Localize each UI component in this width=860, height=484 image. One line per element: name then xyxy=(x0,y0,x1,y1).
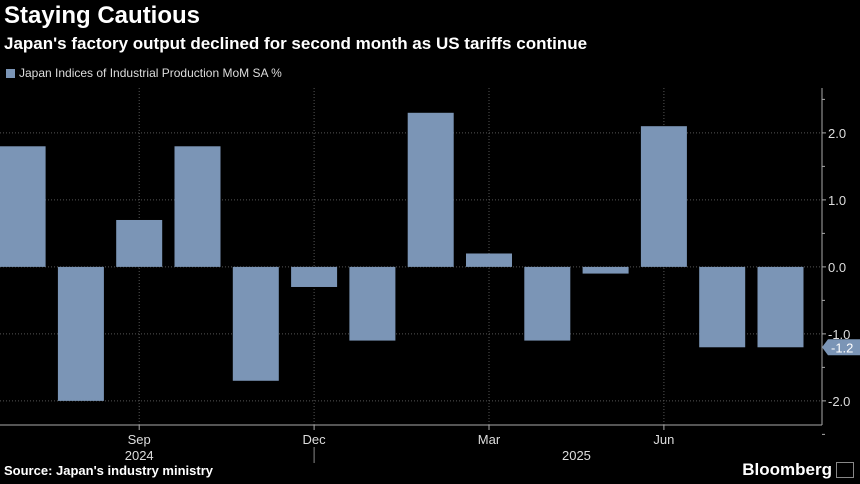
bar-mar-2025 xyxy=(466,253,512,267)
y-tick-label: 0.0 xyxy=(828,260,846,275)
chart-subtitle: Japan's factory output declined for seco… xyxy=(4,34,588,53)
chart-title: Staying Cautious xyxy=(4,2,201,29)
bar-may-2025 xyxy=(582,266,629,274)
y-tick-label: 1.0 xyxy=(828,193,846,208)
bar-oct-2024 xyxy=(174,146,221,267)
bar-sep-2024 xyxy=(116,219,163,267)
source-note: Source: Japan's industry ministry xyxy=(4,463,213,478)
legend-label: Japan Indices of Industrial Production M… xyxy=(19,66,282,80)
bar-aug-2025 xyxy=(757,266,804,348)
bar-aug-2024 xyxy=(57,266,104,401)
y-tick-label: 2.0 xyxy=(828,126,846,141)
bar-feb-2025 xyxy=(407,112,454,267)
bar-jul-2024 xyxy=(0,146,46,267)
y-tick-label: -1.0 xyxy=(828,327,850,342)
year-label: 2025 xyxy=(562,448,591,463)
legend-swatch xyxy=(6,68,15,78)
last-value-label: -1.2 xyxy=(831,340,853,355)
bar-jul-2025 xyxy=(699,266,746,348)
y-tick-label: -2.0 xyxy=(828,394,850,409)
bar-apr-2025 xyxy=(524,266,571,341)
x-tick-label: Jun xyxy=(653,432,674,447)
bloomberg-logo: Bloomberg xyxy=(742,460,854,480)
legend: Japan Indices of Industrial Production M… xyxy=(6,66,282,80)
bar-dec-2024 xyxy=(291,266,338,287)
x-tick-label: Dec xyxy=(303,432,327,447)
bar-jun-2025 xyxy=(640,126,687,267)
year-label: 2024 xyxy=(125,448,154,463)
bar-nov-2024 xyxy=(232,266,279,381)
bar-jan-2025 xyxy=(349,266,396,341)
last-value-tag xyxy=(822,339,860,356)
x-tick-label: Sep xyxy=(128,432,151,447)
x-tick-label: Mar xyxy=(478,432,501,447)
brand-text: Bloomberg xyxy=(742,460,832,479)
logo-mark-icon xyxy=(836,462,854,478)
